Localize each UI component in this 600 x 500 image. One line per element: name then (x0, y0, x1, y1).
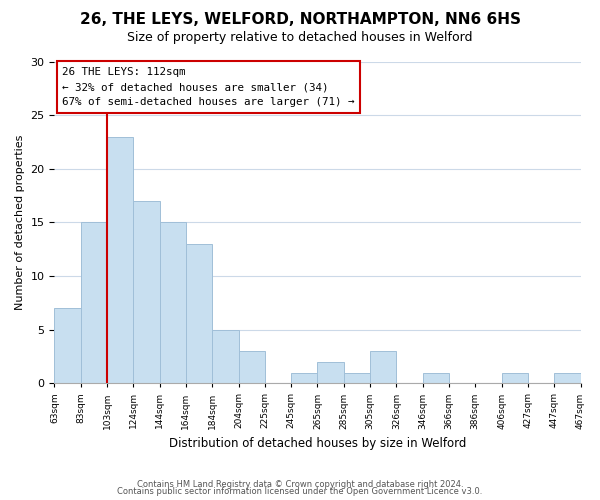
Text: 26 THE LEYS: 112sqm
← 32% of detached houses are smaller (34)
67% of semi-detach: 26 THE LEYS: 112sqm ← 32% of detached ho… (62, 67, 355, 108)
Bar (239, 351, 265, 384)
Bar (186, 244, 212, 384)
Bar (291, 372, 317, 384)
Bar (107, 136, 133, 384)
Text: Contains HM Land Registry data © Crown copyright and database right 2024.: Contains HM Land Registry data © Crown c… (137, 480, 463, 489)
Bar (160, 222, 186, 384)
Bar (422, 372, 449, 384)
Bar (55, 308, 81, 384)
Bar (317, 362, 344, 384)
Bar (554, 372, 581, 384)
Bar (502, 372, 528, 384)
Y-axis label: Number of detached properties: Number of detached properties (15, 134, 25, 310)
Bar (81, 222, 107, 384)
Text: 26, THE LEYS, WELFORD, NORTHAMPTON, NN6 6HS: 26, THE LEYS, WELFORD, NORTHAMPTON, NN6 … (79, 12, 521, 28)
Text: Size of property relative to detached houses in Welford: Size of property relative to detached ho… (127, 31, 473, 44)
Bar (344, 372, 370, 384)
Bar (212, 330, 239, 384)
Bar (133, 201, 160, 384)
Text: Contains public sector information licensed under the Open Government Licence v3: Contains public sector information licen… (118, 487, 482, 496)
X-axis label: Distribution of detached houses by size in Welford: Distribution of detached houses by size … (169, 437, 466, 450)
Bar (370, 351, 397, 384)
